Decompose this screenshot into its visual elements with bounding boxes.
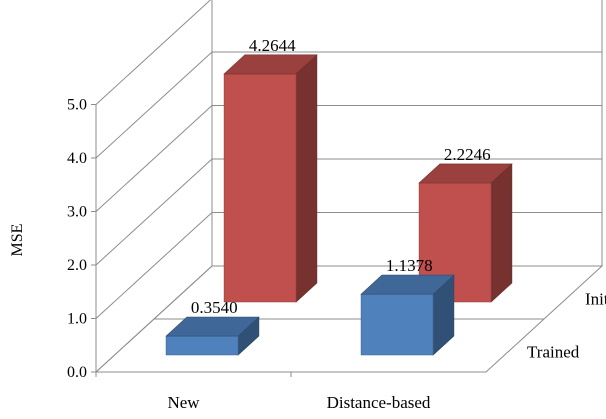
bar-initial-2	[418, 163, 513, 303]
data-label: 2.2246	[444, 145, 491, 164]
x-axis-categories: New Distance-based	[95, 372, 431, 412]
y-tick-label: 3.0	[67, 204, 87, 221]
data-labels: 4.2644 2.2246 0.3540 1.1378	[191, 36, 491, 317]
bar-initial-1	[223, 54, 318, 303]
y-tick-label: 4.0	[67, 150, 87, 167]
bar-trained-1	[165, 316, 260, 356]
series-label-trained: Trained	[527, 343, 580, 362]
gridline	[95, 51, 602, 159]
y-tick-label: 5.0	[67, 97, 87, 114]
y-tick-label: 0.0	[67, 364, 87, 381]
y-axis-label: MSE	[9, 224, 26, 257]
series-label-initial: Initial	[585, 290, 606, 309]
bars	[165, 54, 513, 356]
gridlines	[91, 0, 602, 373]
chart-walls	[94, 0, 604, 373]
category-label: Distance-based	[327, 393, 431, 412]
gridline	[95, 105, 602, 212]
bar-trained-2	[360, 274, 455, 356]
gridline	[95, 158, 602, 266]
y-axis-ticks: 0.0 1.0 2.0 3.0 4.0 5.0	[67, 97, 87, 382]
data-label: 0.3540	[191, 298, 238, 317]
y-tick-label: 2.0	[67, 257, 87, 274]
category-label: New	[167, 393, 200, 412]
gridline	[95, 0, 212, 105]
y-tick-label: 1.0	[67, 311, 87, 328]
data-label: 1.1378	[386, 256, 433, 275]
data-label: 4.2644	[249, 36, 296, 55]
series-depth-labels: Trained Initial	[527, 290, 606, 362]
